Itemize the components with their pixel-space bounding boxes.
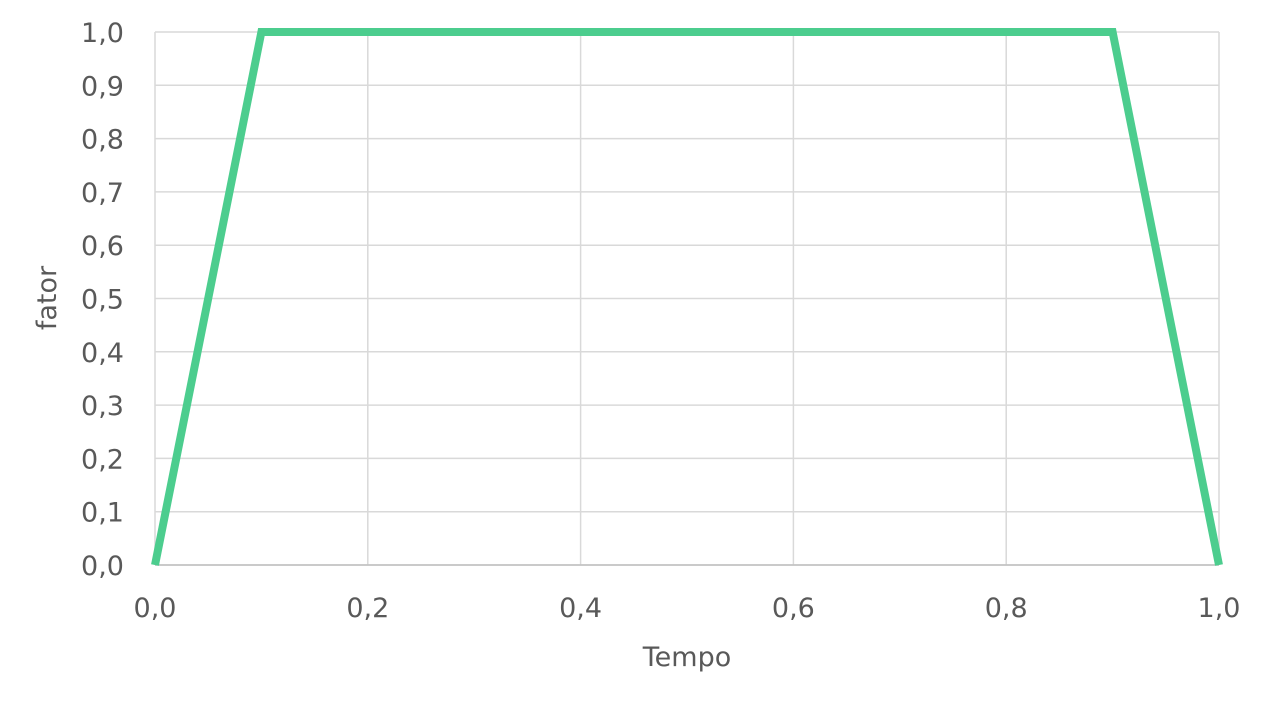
y-tick-label: 0,0 [81, 551, 124, 582]
y-tick-label: 0,9 [81, 71, 124, 102]
x-tick-label: 0,6 [772, 593, 815, 624]
x-tick-label: 0,0 [134, 593, 177, 624]
y-tick-label: 0,5 [81, 285, 124, 316]
x-tick-label: 0,2 [346, 593, 389, 624]
x-axis-title: Tempo [642, 642, 731, 673]
y-axis-tick-labels: 0,0 0,1 0,2 0,3 0,4 0,5 0,6 0,7 0,8 0,9 1,0 [81, 18, 124, 582]
y-tick-label: 1,0 [81, 18, 124, 49]
series-layer [151, 28, 1223, 566]
y-tick-label: 0,7 [81, 178, 124, 209]
x-tick-label: 0,4 [559, 593, 602, 624]
y-tick-label: 0,2 [81, 444, 124, 475]
x-tick-label: 1,0 [1198, 593, 1241, 624]
y-axis-title: fator [32, 265, 63, 330]
y-tick-label: 0,6 [81, 231, 124, 262]
x-tick-label: 0,8 [985, 593, 1028, 624]
x-axis-tick-labels: 0,0 0,2 0,4 0,6 0,8 1,0 [134, 593, 1241, 624]
y-tick-label: 0,4 [81, 338, 124, 369]
y-tick-label: 0,3 [81, 391, 124, 422]
horizontal-gridlines [155, 31, 1219, 566]
y-tick-label: 0,8 [81, 125, 124, 156]
y-tick-label: 0,1 [81, 498, 124, 529]
series-line [151, 28, 1223, 566]
